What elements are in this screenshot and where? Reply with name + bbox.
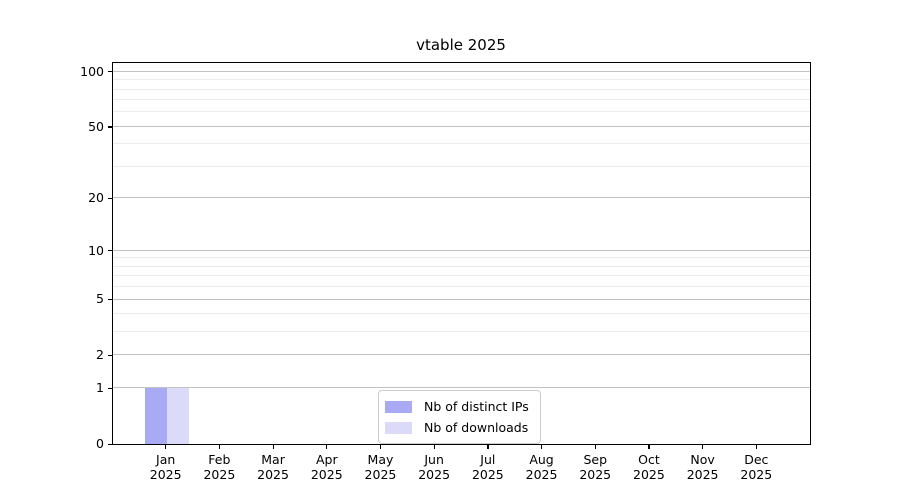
x-tick-year: 2025 <box>310 466 343 482</box>
plot-area <box>112 62 811 445</box>
minor-gridline <box>113 99 810 101</box>
x-tick-label: Jun 2025 <box>402 452 466 483</box>
y-tick-mark <box>108 126 112 128</box>
x-tick-mark <box>755 445 757 449</box>
x-tick-label: Apr 2025 <box>295 452 359 483</box>
y-tick-mark <box>108 298 112 301</box>
y-tick-mark <box>108 387 112 389</box>
x-tick-label: May 2025 <box>348 452 412 483</box>
y-tick-mark <box>108 250 112 252</box>
minor-gridline <box>113 331 810 333</box>
legend-label: Nb of downloads <box>424 420 529 435</box>
minor-gridline <box>113 111 810 113</box>
legend-swatch <box>385 400 412 413</box>
minor-gridline <box>113 257 810 259</box>
x-tick-year: 2025 <box>364 466 397 482</box>
x-tick-label: Feb 2025 <box>187 452 251 483</box>
minor-gridline <box>113 79 810 81</box>
x-tick-year: 2025 <box>686 466 719 482</box>
major-gridline <box>113 249 810 251</box>
x-tick-month: Dec <box>744 452 769 467</box>
x-tick-label: Sep 2025 <box>563 452 627 483</box>
x-tick-year: 2025 <box>418 466 451 482</box>
legend-row: Nb of downloads <box>385 419 529 436</box>
x-tick-month: Oct <box>638 452 660 467</box>
y-tick-label: 100 <box>80 63 104 79</box>
x-tick-label: Oct 2025 <box>617 452 681 483</box>
x-tick-month: Jun <box>424 452 444 467</box>
x-tick-mark <box>541 445 543 449</box>
y-tick-mark <box>108 354 112 357</box>
major-gridline <box>113 125 810 127</box>
x-tick-mark <box>648 445 650 449</box>
y-tick-label: 0 <box>96 436 104 451</box>
x-tick-mark <box>326 445 328 449</box>
y-tick-label: 50 <box>88 118 104 134</box>
legend-swatch <box>385 421 412 434</box>
x-tick-mark <box>379 445 382 449</box>
y-tick-mark <box>108 197 112 200</box>
x-tick-mark <box>218 445 221 449</box>
major-gridline <box>113 387 810 389</box>
bar-nb-of-distinct-ips <box>144 388 167 444</box>
y-tick-label: 10 <box>88 242 104 258</box>
y-tick-label: 20 <box>88 190 104 206</box>
major-gridline <box>113 298 810 300</box>
minor-gridline <box>113 286 810 288</box>
minor-gridline <box>113 265 810 267</box>
x-tick-month: Aug <box>529 452 554 467</box>
x-tick-year: 2025 <box>471 466 504 482</box>
x-tick-month: Sep <box>583 452 607 467</box>
x-tick-label: Jan 2025 <box>134 452 198 483</box>
minor-gridline <box>113 166 810 168</box>
y-tick-label: 2 <box>96 347 104 363</box>
x-tick-label: Aug 2025 <box>510 452 574 483</box>
x-tick-label: Dec 2025 <box>724 452 788 483</box>
bar-nb-of-downloads <box>166 388 189 444</box>
x-tick-year: 2025 <box>203 466 236 482</box>
x-tick-year: 2025 <box>579 466 612 482</box>
y-tick-label: 1 <box>96 380 104 396</box>
x-tick-year: 2025 <box>149 466 182 482</box>
x-tick-mark <box>594 445 596 449</box>
x-tick-mark <box>702 445 704 449</box>
x-tick-month: Mar <box>261 452 285 467</box>
minor-gridline <box>113 88 810 90</box>
x-tick-month: Nov <box>690 452 715 467</box>
minor-gridline <box>113 275 810 277</box>
x-tick-year: 2025 <box>525 466 558 482</box>
minor-gridline <box>113 143 810 145</box>
y-tick-label: 5 <box>96 291 104 307</box>
major-gridline <box>113 197 810 199</box>
x-tick-label: Mar 2025 <box>241 452 305 483</box>
chart-title: vtable 2025 <box>416 36 506 54</box>
major-gridline <box>113 354 810 356</box>
x-tick-month: Jan <box>156 452 176 467</box>
legend: Nb of distinct IPs Nb of downloads <box>378 390 541 444</box>
x-tick-mark <box>433 445 435 449</box>
legend-label: Nb of distinct IPs <box>424 399 529 414</box>
x-tick-mark <box>272 445 274 449</box>
x-tick-mark <box>487 445 489 449</box>
x-tick-mark <box>165 445 167 449</box>
x-tick-month: Feb <box>208 452 231 467</box>
x-tick-label: Jul 2025 <box>456 452 520 483</box>
x-tick-year: 2025 <box>740 466 773 482</box>
x-tick-year: 2025 <box>633 466 665 482</box>
x-tick-month: Jul <box>480 452 496 467</box>
minor-gridline <box>113 313 810 315</box>
x-tick-year: 2025 <box>257 466 289 482</box>
x-tick-month: May <box>367 452 394 467</box>
x-tick-label: Nov 2025 <box>671 452 735 483</box>
x-tick-month: Apr <box>315 452 338 467</box>
y-tick-mark <box>108 443 112 445</box>
major-gridline <box>113 70 810 72</box>
legend-row: Nb of distinct IPs <box>385 398 529 415</box>
y-tick-mark <box>108 71 112 73</box>
